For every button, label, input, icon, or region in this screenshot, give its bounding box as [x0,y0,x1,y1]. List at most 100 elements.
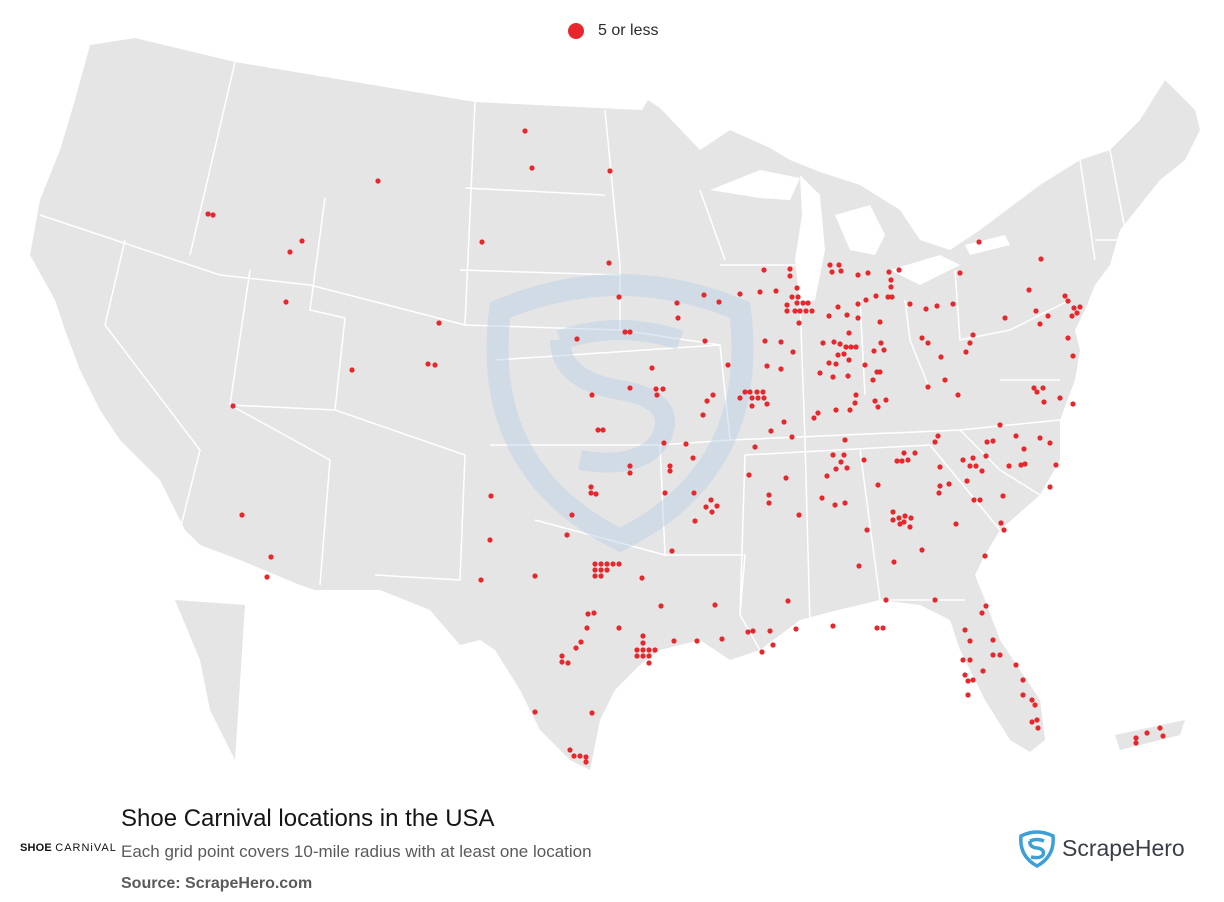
location-dot [971,497,977,503]
location-dot [853,392,859,398]
location-dot [703,504,709,510]
location-dot [701,292,707,298]
location-dot [863,297,869,303]
location-dot [803,308,809,314]
location-dot [1037,321,1043,327]
location-dot [578,639,584,645]
location-dot [1022,461,1028,467]
location-dot [967,657,973,663]
location-dot [874,625,880,631]
location-dot [616,625,622,631]
location-dot [646,647,652,653]
location-dot [912,450,918,456]
location-dot [654,392,660,398]
location-dot [797,308,803,314]
location-dot [835,304,841,310]
location-dot [873,293,879,299]
location-dot [760,389,766,395]
islands [1115,720,1185,750]
location-dot [652,647,658,653]
location-dot [976,239,982,245]
location-dot [571,753,577,759]
location-dot [841,351,847,357]
location-dot [674,300,680,306]
location-dot [749,395,755,401]
location-dot [888,284,894,290]
location-dot [784,308,790,314]
location-dot [973,463,979,469]
location-dot [809,308,815,314]
location-dot [883,597,889,603]
location-dot [967,638,973,644]
location-dot [745,629,751,635]
location-dot [559,659,565,665]
location-dot [640,647,646,653]
location-dot [660,386,666,392]
location-dot [640,640,646,646]
location-dot [283,299,289,305]
location-dot [627,385,633,391]
location-dot [1037,435,1043,441]
location-dot [299,238,305,244]
location-dot [908,515,914,521]
location-dot [783,475,789,481]
scrapehero-name: ScrapeHero [1062,834,1185,861]
location-dot [964,478,970,484]
location-dot [878,340,884,346]
location-dot [838,459,844,465]
location-dot [787,266,793,272]
location-dot [616,561,622,567]
location-dot [880,625,886,631]
location-dot [759,649,765,655]
location-dot [855,315,861,321]
location-dot [833,466,839,472]
location-dot [848,344,854,350]
location-dot [532,573,538,579]
location-dot [826,313,832,319]
location-dot [627,329,633,335]
location-dot [955,392,961,398]
location-dot [564,532,570,538]
location-dot [640,653,646,659]
location-dot [919,547,925,553]
location-dot [891,559,897,565]
location-dot [837,341,843,347]
location-dot [841,452,847,458]
location-dot [875,404,881,410]
legend: 5 or less [568,22,658,40]
location-dot [1065,335,1071,341]
location-dot [653,386,659,392]
location-dot [970,455,976,461]
location-dot [789,434,795,440]
location-dot [888,277,894,283]
location-dot [844,312,850,318]
location-dot [962,672,968,678]
location-dot [565,660,571,666]
location-dot [773,288,779,294]
location-dot [832,502,838,508]
location-dot [591,610,597,616]
location-dot [842,500,848,506]
location-dot [967,463,973,469]
location-dot [767,628,773,634]
state-borders [39,61,1140,651]
location-dot [805,300,811,306]
watermark-shield-icon [486,274,754,553]
location-dot [983,453,989,459]
location-dot [574,336,580,342]
location-dot [845,373,851,379]
location-dot [957,270,963,276]
location-dot [584,625,590,631]
location-dots [205,128,1166,765]
location-dot [962,627,968,633]
location-dot [865,270,871,276]
location-dot [598,561,604,567]
location-dot [1133,740,1139,746]
location-dot [593,491,599,497]
location-dot [712,602,718,608]
location-dot [589,710,595,716]
location-dot [1018,462,1024,468]
location-dot [1144,730,1150,736]
location-dot [702,338,708,344]
map-subtitle: Each grid point covers 10-mile radius wi… [121,842,592,861]
